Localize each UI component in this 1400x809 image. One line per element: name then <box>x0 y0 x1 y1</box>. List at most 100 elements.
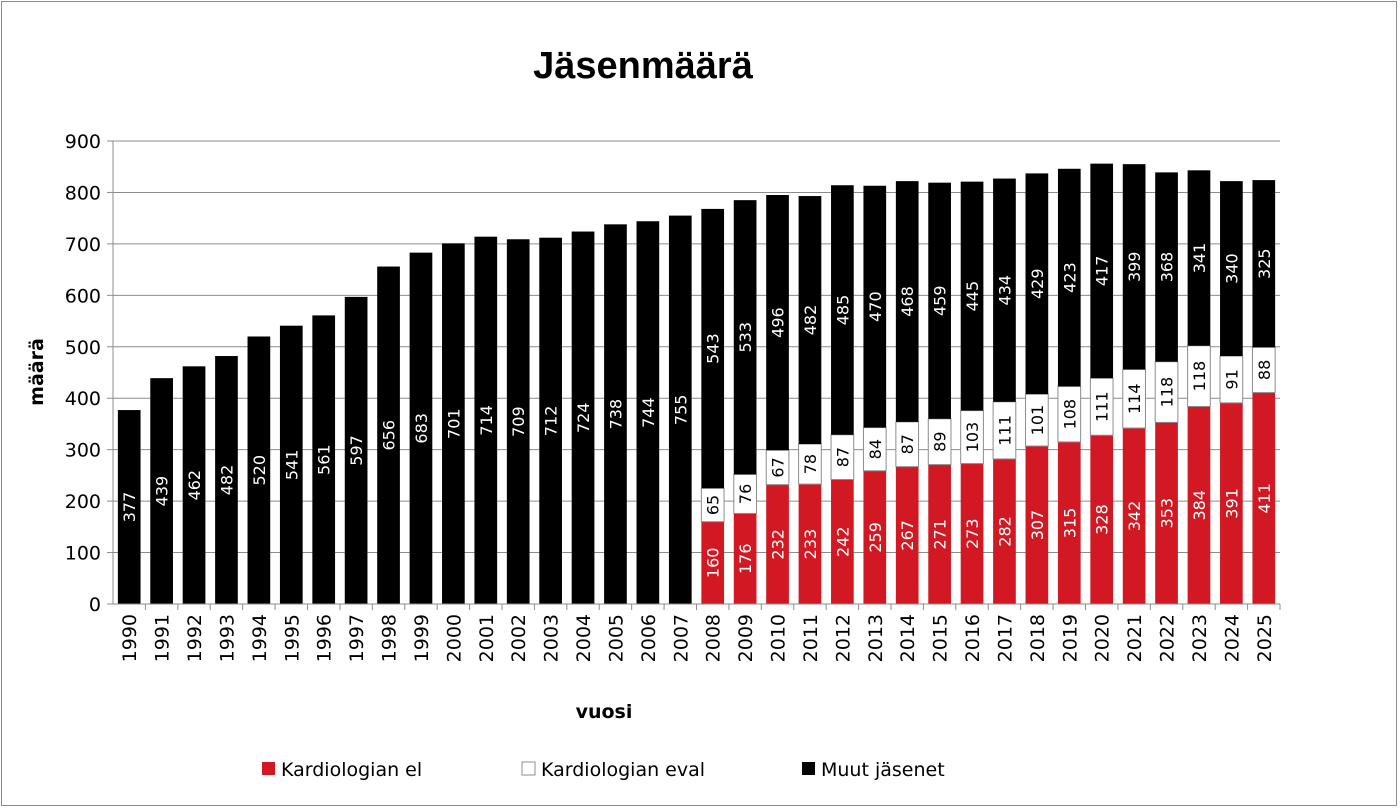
bar-segment-kardiologian-el <box>895 466 919 604</box>
x-tick-label: 2019 <box>1059 614 1081 662</box>
x-tick-label: 1999 <box>411 614 433 662</box>
data-label: 111 <box>1093 391 1112 422</box>
legend-item: Muut jäsenet <box>802 759 945 781</box>
y-tick-label: 500 <box>65 337 101 359</box>
data-label: 434 <box>995 275 1014 306</box>
bar-segment-kardiologian-el <box>1057 441 1081 604</box>
bar-segment-muut-j-senet <box>1025 173 1049 395</box>
y-tick-label: 300 <box>65 440 101 462</box>
x-tick-label: 2013 <box>865 614 887 662</box>
data-label: 273 <box>963 519 982 550</box>
data-label: 325 <box>1255 248 1274 279</box>
data-label: 724 <box>574 402 593 433</box>
bar-segment-muut-j-senet <box>733 200 757 475</box>
bar-segment-kardiologian-el <box>1187 406 1211 604</box>
bar-segment-muut-j-senet <box>344 296 368 604</box>
data-label: 282 <box>995 516 1014 547</box>
x-tick-label: 2021 <box>1124 614 1146 662</box>
data-label: 176 <box>736 543 755 574</box>
y-tick-label: 400 <box>65 388 101 410</box>
bar-segment-muut-j-senet <box>1057 168 1081 387</box>
y-tick-label: 200 <box>65 491 101 513</box>
data-label: 84 <box>866 439 885 459</box>
bar-segment-muut-j-senet <box>668 215 692 604</box>
data-label: 468 <box>898 286 917 317</box>
data-label: 714 <box>477 405 496 436</box>
data-label: 87 <box>833 447 852 467</box>
data-label: 271 <box>931 519 950 550</box>
x-tick-label: 2002 <box>508 614 530 662</box>
x-tick-label: 2000 <box>443 614 465 662</box>
bar-segment-muut-j-senet <box>182 366 206 604</box>
x-tick-label: 1994 <box>249 614 271 662</box>
data-label: 496 <box>769 307 788 338</box>
x-tick-label: 2005 <box>605 614 627 662</box>
bar-segment-muut-j-senet <box>1220 181 1243 357</box>
data-label: 103 <box>963 422 982 453</box>
data-label: 399 <box>1125 252 1144 283</box>
bar-segment-muut-j-senet <box>1252 180 1276 348</box>
x-tick-label: 1998 <box>379 614 401 662</box>
x-tick-label: 2006 <box>638 614 660 662</box>
data-label: 485 <box>833 295 852 326</box>
data-label: 429 <box>1028 268 1047 299</box>
data-label: 89 <box>931 432 950 452</box>
x-tick-label: 2011 <box>800 614 822 662</box>
data-label: 88 <box>1255 360 1274 380</box>
x-axis-label: vuosi <box>576 701 633 723</box>
bar-segment-muut-j-senet <box>1090 163 1114 379</box>
x-tick-label: 2022 <box>1157 614 1179 662</box>
bar-segment-muut-j-senet <box>442 243 465 604</box>
bar-segment-muut-j-senet <box>571 231 595 604</box>
bar-segment-muut-j-senet <box>831 185 854 435</box>
x-tick-label: 1992 <box>184 614 206 662</box>
bar-segment-kardiologian-el <box>993 458 1016 604</box>
data-label: 111 <box>995 415 1014 446</box>
data-label: 342 <box>1125 501 1144 532</box>
bar-segment-muut-j-senet <box>506 239 530 604</box>
data-label: 67 <box>769 457 788 477</box>
x-tick-label: 2012 <box>832 614 854 662</box>
x-tick-label: 2010 <box>768 614 790 662</box>
legend-swatch <box>802 762 815 775</box>
bar-segment-muut-j-senet <box>312 315 336 604</box>
data-label: 108 <box>1060 399 1079 430</box>
bar-segment-muut-j-senet <box>539 237 562 604</box>
x-tick-label: 1991 <box>152 614 174 662</box>
y-tick-label: 900 <box>65 131 101 153</box>
bar-segment-muut-j-senet <box>863 185 887 428</box>
data-label: 101 <box>1028 405 1047 436</box>
y-tick-label: 0 <box>89 594 101 616</box>
bar-segment-kardiologian-el <box>766 484 789 604</box>
x-tick-label: 2018 <box>1027 614 1049 662</box>
bar-segment-muut-j-senet <box>701 208 725 489</box>
data-label: 315 <box>1060 508 1079 539</box>
data-label: 709 <box>509 406 528 437</box>
bar-segment-muut-j-senet <box>766 195 789 451</box>
data-label: 459 <box>931 285 950 316</box>
data-label: 87 <box>898 434 917 454</box>
y-tick-label: 600 <box>65 285 101 307</box>
bar-segment-muut-j-senet <box>377 266 400 604</box>
legend-label: Muut jäsenet <box>821 759 945 781</box>
data-label: 597 <box>347 435 366 466</box>
data-label: 738 <box>606 399 625 430</box>
data-label: 541 <box>282 450 301 481</box>
bar-segment-muut-j-senet <box>279 325 303 604</box>
legend-swatch <box>521 761 536 776</box>
data-label: 520 <box>250 455 269 486</box>
data-label: 377 <box>120 492 139 523</box>
x-tick-label: 1995 <box>281 614 303 662</box>
bar-segment-kardiologian-el <box>1090 435 1114 604</box>
bar-segment-muut-j-senet <box>215 356 238 604</box>
x-tick-label: 1996 <box>314 614 336 662</box>
x-tick-label: 2015 <box>930 614 952 662</box>
data-label: 118 <box>1190 361 1209 392</box>
legend-item: Kardiologian eval <box>521 759 705 781</box>
bar-segment-muut-j-senet <box>409 252 433 604</box>
bar-segment-kardiologian-el <box>701 521 725 604</box>
bar-segment-kardiologian-el <box>733 513 757 604</box>
x-tick-label: 2001 <box>476 614 498 662</box>
x-tick-label: 2020 <box>1092 614 1114 662</box>
